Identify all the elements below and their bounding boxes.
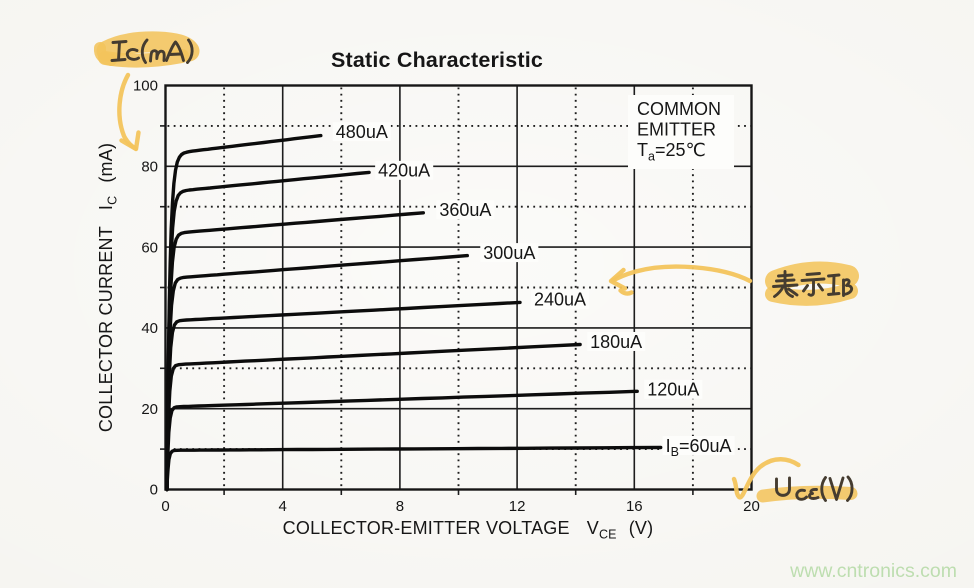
curve-layer xyxy=(165,133,663,492)
ic-note-handwriting xyxy=(110,38,194,64)
y-tick-label-0: 0 xyxy=(150,482,158,499)
ib-note-arrow xyxy=(610,264,753,284)
x-axis-title: COLLECTOR-EMITTER VOLTAGE VCE (V) xyxy=(283,518,654,542)
curve-label-120uA: 120uA xyxy=(644,379,703,400)
curve-label-background-360uA xyxy=(436,200,495,220)
curve-label-layer: IB=60uA 120uA 180uA 240uA 300uA 360uA 420uA 480… xyxy=(332,122,735,459)
curve-label-background-180uA xyxy=(587,331,646,351)
annotation-ib-note: 表示IB xyxy=(608,261,859,306)
uce-note-arrow xyxy=(731,457,801,500)
ic-note-highlight3 xyxy=(93,42,117,66)
curve-ib-180uA xyxy=(165,342,582,492)
x-tick-label-4: 4 xyxy=(279,498,287,515)
curve-label-background-120uA xyxy=(644,379,703,399)
tick-label-layer: 0 4 8 12 16 20 0 20 40 60 80 100 xyxy=(133,78,760,515)
condition-note: COMMON EMITTER Ta=25℃ xyxy=(628,95,734,169)
curve-label-360uA: 360uA xyxy=(436,200,495,220)
curve-label-background-420uA xyxy=(375,160,434,180)
ib-note-arrowhead xyxy=(608,267,628,291)
y-tick-label-80: 80 xyxy=(141,159,158,176)
curve-label-text-60uA: IB=60uA xyxy=(666,436,732,459)
annotation-uce-note: UCE(V) xyxy=(731,457,858,503)
curve-label-text-420uA: 420uA xyxy=(378,161,430,181)
curve-ib-60uA xyxy=(165,445,663,492)
x-tick-label-8: 8 xyxy=(396,498,404,515)
x-tick-label-0: 0 xyxy=(161,498,169,515)
uce-note-highlight xyxy=(756,485,858,503)
curve-label-text-480uA: 480uA xyxy=(336,122,388,142)
curve-label-text-240uA: 240uA xyxy=(534,290,586,310)
y-tick-label-20: 20 xyxy=(141,401,158,418)
x-tick-label-20: 20 xyxy=(743,498,760,515)
curve-label-text-360uA: 360uA xyxy=(439,200,491,220)
ib-note-arrow-tail xyxy=(618,288,634,296)
curve-ib-120uA xyxy=(165,389,639,492)
curve-label-240uA: 240uA xyxy=(531,289,590,310)
curve-ib-300uA xyxy=(165,253,469,492)
condition-note-line2: EMITTER xyxy=(637,120,716,140)
plot-border xyxy=(164,84,753,491)
condition-note-temperature: Ta=25℃ xyxy=(637,140,706,164)
curve-ib-480uA xyxy=(165,133,323,492)
curve-label-480uA: 480uA xyxy=(332,122,391,142)
curve-label-background-300uA xyxy=(480,243,539,263)
watermark: www.cntronics.com xyxy=(789,560,957,582)
curve-label-text-180uA: 180uA xyxy=(590,332,642,352)
curve-label-300uA: 300uA xyxy=(480,243,539,263)
curve-ib-240uA xyxy=(165,300,522,492)
y-axis-title: COLLECTOR CURRENTIC(mA) xyxy=(96,143,120,432)
y-tick-label-100: 100 xyxy=(133,78,158,95)
x-tick-label-16: 16 xyxy=(626,498,643,515)
ic-note-arrowhead xyxy=(119,130,141,152)
uce-note-handwriting xyxy=(775,475,854,502)
curve-label-background-480uA xyxy=(332,122,391,142)
chart-title: Static Characteristic xyxy=(331,48,543,72)
curve-label-background-60uA xyxy=(662,435,735,455)
curve-label-text-120uA: 120uA xyxy=(647,380,699,400)
ib-note-handwriting xyxy=(772,270,854,298)
curve-label-420uA: 420uA xyxy=(375,160,434,181)
curve-label-text-300uA: 300uA xyxy=(483,243,535,263)
annotation-ic-note: Ic(mA) xyxy=(93,31,200,152)
y-tick-label-40: 40 xyxy=(141,320,158,337)
condition-note-background xyxy=(628,95,734,169)
curve-label-background-240uA xyxy=(531,289,590,309)
x-tick-label-12: 12 xyxy=(509,498,526,515)
condition-note-line1: COMMON xyxy=(637,99,721,119)
y-tick-label-60: 60 xyxy=(141,239,158,256)
curve-label-180uA: 180uA xyxy=(587,331,646,352)
curve-label-60uA: IB=60uA xyxy=(662,435,735,459)
